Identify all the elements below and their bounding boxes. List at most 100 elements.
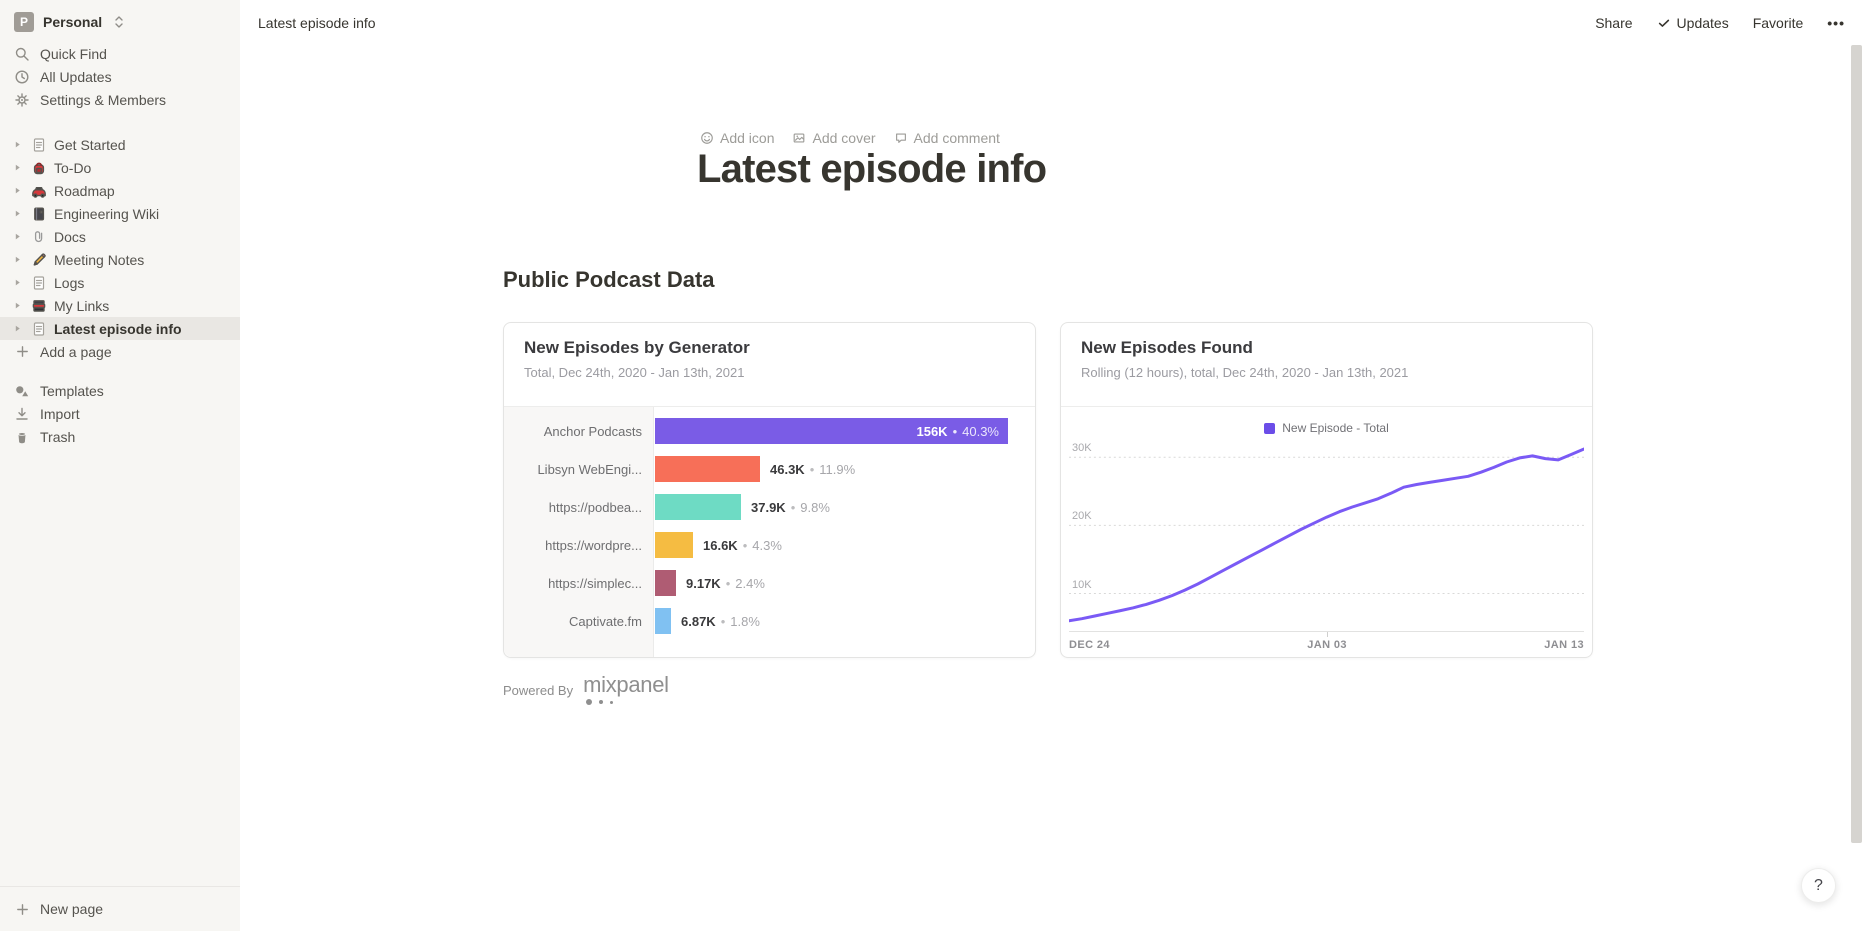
legend-swatch	[1264, 422, 1276, 434]
bar-track: 9.17K • 2.4%	[655, 570, 1035, 596]
templates-icon	[14, 383, 30, 399]
line-chart-title: New Episodes Found	[1081, 338, 1253, 357]
paperclip-icon	[30, 229, 48, 245]
bar	[655, 608, 671, 634]
bar-category-label: https://podbea...	[548, 499, 642, 515]
image-icon	[792, 131, 806, 145]
workspace-name: Personal	[43, 14, 103, 30]
add-icon-button[interactable]: Add icon	[700, 130, 774, 146]
x-axis-tick	[1326, 632, 1328, 637]
gear-icon	[14, 92, 30, 108]
sidebar-item-docs[interactable]: Docs	[0, 225, 240, 248]
expand-toggle-icon[interactable]	[10, 232, 24, 241]
line-chart-subtitle: Rolling (12 hours), total, Dec 24th, 202…	[1081, 365, 1409, 380]
sidebar-menu-import[interactable]: Import	[0, 402, 240, 425]
bar-value-label: 37.9K • 9.8%	[751, 499, 830, 515]
sidebar-item-roadmap[interactable]: Roadmap	[0, 179, 240, 202]
page-icon	[30, 321, 48, 337]
sidebar-menu: Quick Find All Updates Settings & Member…	[0, 42, 240, 111]
backpack-icon	[30, 160, 48, 176]
add-a-page-button[interactable]: Add a page	[0, 340, 240, 363]
mixpanel-wordmark: mixpanel	[583, 672, 669, 697]
bar-value-label: 16.6K • 4.3%	[703, 537, 782, 553]
topbar-actions: Share Updates Favorite •••	[1595, 15, 1845, 31]
powered-by-label: Powered By	[503, 683, 574, 698]
bar-row: Captivate.fm 6.87K • 1.8%	[504, 602, 1035, 640]
bar-row: https://podbea... 37.9K • 9.8%	[504, 488, 1035, 526]
expand-toggle-icon[interactable]	[10, 140, 24, 149]
breadcrumb[interactable]: Latest episode info	[258, 14, 376, 31]
smiley-icon	[700, 131, 714, 145]
sidebar-menu-settings-members[interactable]: Settings & Members	[0, 88, 240, 111]
sidebar-item-label: Latest episode info	[54, 320, 182, 337]
bar-track: 156K • 40.3%	[655, 418, 1035, 444]
bar	[655, 570, 676, 596]
sidebar-item-my-links[interactable]: My Links	[0, 294, 240, 317]
bar-value-label: 9.17K • 2.4%	[686, 575, 765, 591]
line-chart-legend: New Episode - Total	[1061, 421, 1592, 435]
sidebar-item-to-do[interactable]: To-Do	[0, 156, 240, 179]
expand-toggle-icon[interactable]	[10, 301, 24, 310]
add-icon-label: Add icon	[720, 130, 775, 146]
bar-row: Libsyn WebEngi... 46.3K • 11.9%	[504, 450, 1035, 488]
sidebar-item-label: My Links	[54, 297, 110, 314]
legend-label: New Episode - Total	[1282, 421, 1389, 435]
share-button[interactable]: Share	[1595, 14, 1633, 31]
sidebar-menu-label: Import	[40, 405, 80, 422]
favorite-button[interactable]: Favorite	[1752, 14, 1804, 31]
mixpanel-logo[interactable]: mixpanel	[583, 674, 669, 707]
powered-by: Powered By mixpanel	[503, 674, 1593, 707]
expand-toggle-icon[interactable]	[10, 209, 24, 218]
sidebar-item-label: Roadmap	[54, 182, 115, 199]
expand-toggle-icon[interactable]	[10, 186, 24, 195]
bar-row: Anchor Podcasts 156K • 40.3%	[504, 412, 1035, 450]
bar	[655, 456, 760, 482]
updates-label: Updates	[1676, 14, 1729, 31]
more-options-button[interactable]: •••	[1827, 14, 1845, 31]
workspace-switcher[interactable]: P Personal	[0, 0, 240, 42]
page-icon	[30, 137, 48, 153]
sidebar-item-engineering-wiki[interactable]: Engineering Wiki	[0, 202, 240, 225]
line-chart-header: New Episodes Found Rolling (12 hours), t…	[1061, 323, 1592, 407]
sidebar-item-label: Meeting Notes	[54, 251, 145, 268]
plus-icon	[14, 344, 30, 360]
check-icon	[1657, 16, 1671, 30]
bar-category-label: Captivate.fm	[569, 613, 642, 629]
bar-track: 6.87K • 1.8%	[655, 608, 1035, 634]
bar-value-label: 6.87K • 1.8%	[681, 613, 760, 629]
main-content: Latest episode info Share Updates Favori…	[240, 0, 1863, 931]
comment-icon	[894, 131, 908, 145]
sidebar-item-latest-episode-info[interactable]: Latest episode info	[0, 317, 240, 340]
x-axis-tick-label: JAN 13	[1544, 639, 1584, 651]
help-button[interactable]: ?	[1801, 868, 1836, 903]
sidebar-menu-quick-find[interactable]: Quick Find	[0, 42, 240, 65]
mixpanel-embed: Public Podcast Data New Episodes by Gene…	[503, 268, 1593, 707]
new-page-button[interactable]: New page	[0, 886, 240, 931]
x-axis-labels: DEC 24 JAN 03 JAN 13	[1069, 639, 1584, 651]
expand-toggle-icon[interactable]	[10, 278, 24, 287]
bar-category-label: https://wordpre...	[545, 537, 642, 553]
sidebar-item-meeting-notes[interactable]: Meeting Notes	[0, 248, 240, 271]
sidebar-menu-templates[interactable]: Templates	[0, 379, 240, 402]
sidebar-menu-label: Templates	[40, 382, 104, 399]
add-cover-button[interactable]: Add cover	[792, 130, 876, 146]
expand-toggle-icon[interactable]	[10, 255, 24, 264]
workspace-avatar: P	[14, 12, 34, 32]
y-axis-tick-label: 20K	[1072, 510, 1092, 522]
updates-button[interactable]: Updates	[1657, 15, 1729, 31]
vertical-scrollbar-thumb[interactable]	[1851, 45, 1862, 843]
new-page-label: New page	[40, 901, 104, 917]
line-chart-card: New Episodes Found Rolling (12 hours), t…	[1060, 322, 1593, 658]
add-comment-button[interactable]: Add comment	[894, 130, 1000, 146]
sidebar-secondary-menu: Templates Import Trash	[0, 379, 240, 448]
sidebar-item-logs[interactable]: Logs	[0, 271, 240, 294]
sidebar-menu-label: Quick Find	[40, 45, 107, 62]
expand-toggle-icon[interactable]	[10, 163, 24, 172]
bar-row: https://wordpre... 16.6K • 4.3%	[504, 526, 1035, 564]
expand-toggle-icon[interactable]	[10, 324, 24, 333]
sidebar-item-get-started[interactable]: Get Started	[0, 133, 240, 156]
sidebar-menu-trash[interactable]: Trash	[0, 425, 240, 448]
sidebar-menu-all-updates[interactable]: All Updates	[0, 65, 240, 88]
bar-category-label: https://simplec...	[548, 575, 642, 591]
bar-track: 46.3K • 11.9%	[655, 456, 1035, 482]
